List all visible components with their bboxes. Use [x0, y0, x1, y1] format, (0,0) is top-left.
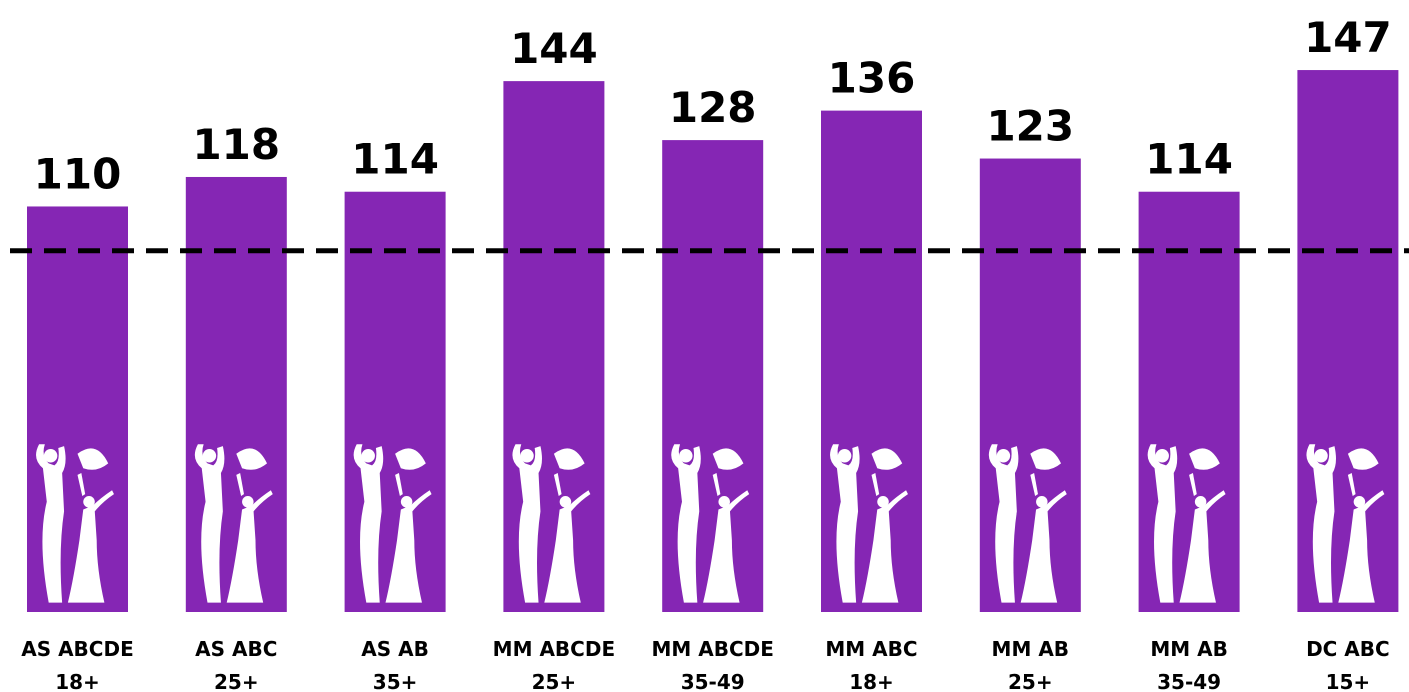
x-tick-label: 35-49 — [1157, 670, 1221, 692]
x-tick-label: AS AB — [361, 637, 429, 661]
x-tick-label: MM AB — [992, 637, 1070, 661]
bar — [1297, 70, 1399, 612]
x-tick-label: 35-49 — [681, 670, 745, 692]
x-tick-label: AS ABC — [195, 637, 277, 661]
value-label: 136 — [828, 54, 916, 103]
x-tick-label: MM ABCDE — [651, 637, 773, 661]
value-label: 144 — [510, 24, 598, 73]
bar — [1138, 191, 1240, 612]
x-tick-label: MM ABC — [825, 637, 917, 661]
x-tick-label: DC ABC — [1306, 637, 1390, 661]
value-label: 114 — [1145, 135, 1233, 184]
x-tick-label: 25+ — [214, 670, 259, 692]
value-label: 147 — [1304, 13, 1392, 62]
value-label: 118 — [192, 120, 280, 169]
x-tick-label: MM ABCDE — [493, 637, 615, 661]
value-label: 128 — [669, 83, 757, 132]
value-label: 110 — [34, 149, 122, 198]
x-tick-label: 25+ — [1008, 670, 1053, 692]
bar — [344, 191, 446, 612]
x-tick-label: 25+ — [532, 670, 577, 692]
x-tick-label: 15+ — [1326, 670, 1371, 692]
x-tick-label: MM AB — [1150, 637, 1228, 661]
bar — [821, 110, 922, 612]
x-tick-label: 18+ — [849, 670, 894, 692]
x-tick-label: 35+ — [373, 670, 418, 692]
bar — [27, 206, 128, 612]
bar — [979, 158, 1081, 613]
value-label: 114 — [351, 135, 439, 184]
x-tick-label: 18+ — [55, 670, 100, 692]
bar — [662, 140, 764, 612]
bar — [185, 176, 287, 612]
bar — [503, 81, 605, 613]
x-tick-label: AS ABCDE — [21, 637, 134, 661]
value-label: 123 — [986, 102, 1074, 151]
